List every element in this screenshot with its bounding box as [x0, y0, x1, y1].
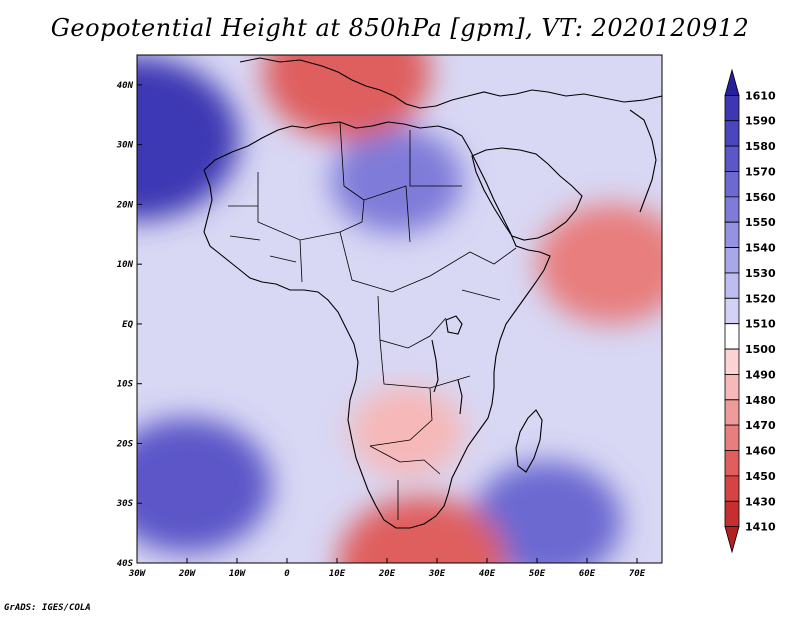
colorbar-swatch	[724, 247, 740, 274]
lat-tick-label: EQ	[122, 320, 133, 330]
lon-tick-label: 10W	[229, 569, 247, 579]
lon-tick-label: 10E	[329, 569, 346, 579]
lat-tick-label: 10N	[117, 260, 134, 270]
colorbar-swatch	[724, 526, 740, 554]
colorbar-label: 1510	[745, 318, 776, 331]
colorbar-label: 1560	[745, 191, 776, 204]
lon-tick-label: 20W	[178, 569, 197, 579]
colorbar-swatch	[724, 374, 740, 401]
colorbar-swatch	[724, 399, 740, 426]
colorbar-label: 1530	[745, 267, 776, 280]
lat-tick-label: 20N	[116, 200, 134, 210]
colorbar-label: 1540	[745, 242, 776, 255]
colorbar-swatch	[724, 94, 740, 122]
colorbar-label: 1410	[745, 521, 776, 534]
lat-tick-label: 40N	[117, 81, 134, 91]
madagascar-coastline	[515, 409, 543, 473]
colorbar-swatch	[724, 424, 740, 451]
high-sahara-region	[331, 127, 463, 234]
colorbar-swatch	[724, 171, 740, 198]
lon-tick-label: 30W	[128, 569, 147, 579]
lake-victoria	[445, 315, 463, 335]
colorbar-swatch	[724, 323, 740, 350]
lat-tick-label: 10S	[117, 380, 134, 390]
lon-tick-label: 20E	[378, 569, 396, 579]
lon-tick-label: 70E	[629, 569, 646, 579]
height-field-blobs	[137, 55, 662, 563]
map-frame	[136, 54, 663, 564]
grads-credit: GrADS: IGES/COLA	[4, 603, 91, 613]
colorbar-swatch	[724, 475, 740, 502]
lat-tick-label: 30S	[116, 499, 134, 509]
lon-tick-label: 0	[284, 569, 290, 579]
colorbar-swatch	[724, 450, 740, 477]
map-title: Geopotential Height at 850hPa [gpm], VT:…	[50, 14, 750, 42]
colorbar-label: 1550	[745, 216, 776, 229]
lon-tick-label: 50E	[529, 569, 546, 579]
colorbar-label: 1610	[745, 89, 776, 102]
europe-coastline	[239, 57, 662, 109]
low-arabian-sea-region	[537, 204, 662, 325]
colorbar-label: 1590	[745, 115, 776, 128]
africa-coastline	[203, 121, 551, 529]
india-coastline	[629, 109, 657, 213]
colorbar-label: 1450	[745, 470, 776, 483]
lon-tick-label: 60E	[579, 569, 596, 579]
colorbar-swatch	[724, 297, 740, 325]
colorbar-label: 1490	[745, 368, 776, 381]
colorbar-label: 1480	[745, 394, 776, 407]
low-central-africa-region	[350, 385, 464, 478]
high-north-atlantic-region	[137, 57, 239, 221]
lon-tick-label: 40E	[479, 569, 496, 579]
colorbar-label: 1570	[745, 165, 776, 178]
latitude-ticks: 40N 30N 20N 10N EQ 10S 20S 30S 40S	[116, 81, 142, 569]
colorbar-label: 1470	[745, 419, 776, 432]
lat-tick-label: 30N	[116, 141, 134, 151]
high-south-indian-region	[472, 461, 622, 563]
lat-tick-label: 40S	[117, 559, 134, 569]
colorbar-swatch	[724, 68, 740, 96]
longitude-ticks: 30W 20W 10W 0 10E 20E 30E 40E 50E 60E 70E	[128, 558, 646, 579]
colorbar-swatch	[724, 196, 740, 223]
lat-tick-label: 20S	[116, 439, 134, 449]
colorbar-swatch	[724, 348, 740, 375]
colorbar-label: 1460	[745, 445, 776, 458]
country-borders	[228, 121, 517, 520]
colorbar-swatch	[724, 145, 740, 172]
colorbar-swatch	[724, 221, 740, 248]
colorbar-swatch	[724, 272, 740, 299]
lake-malawi	[457, 379, 463, 415]
colorbar-label: 1520	[745, 292, 776, 305]
colorbar-swatch	[724, 500, 740, 528]
colorbar-label: 1430	[745, 495, 776, 508]
low-mediterranean-region	[263, 55, 431, 141]
colorbar-swatch	[724, 120, 740, 147]
colorbar-label: 1580	[745, 140, 776, 153]
lon-tick-label: 30E	[428, 569, 446, 579]
arabian-peninsula-coastline	[471, 147, 583, 241]
high-south-atlantic-region	[137, 418, 271, 553]
colorbar-label: 1500	[745, 343, 776, 356]
